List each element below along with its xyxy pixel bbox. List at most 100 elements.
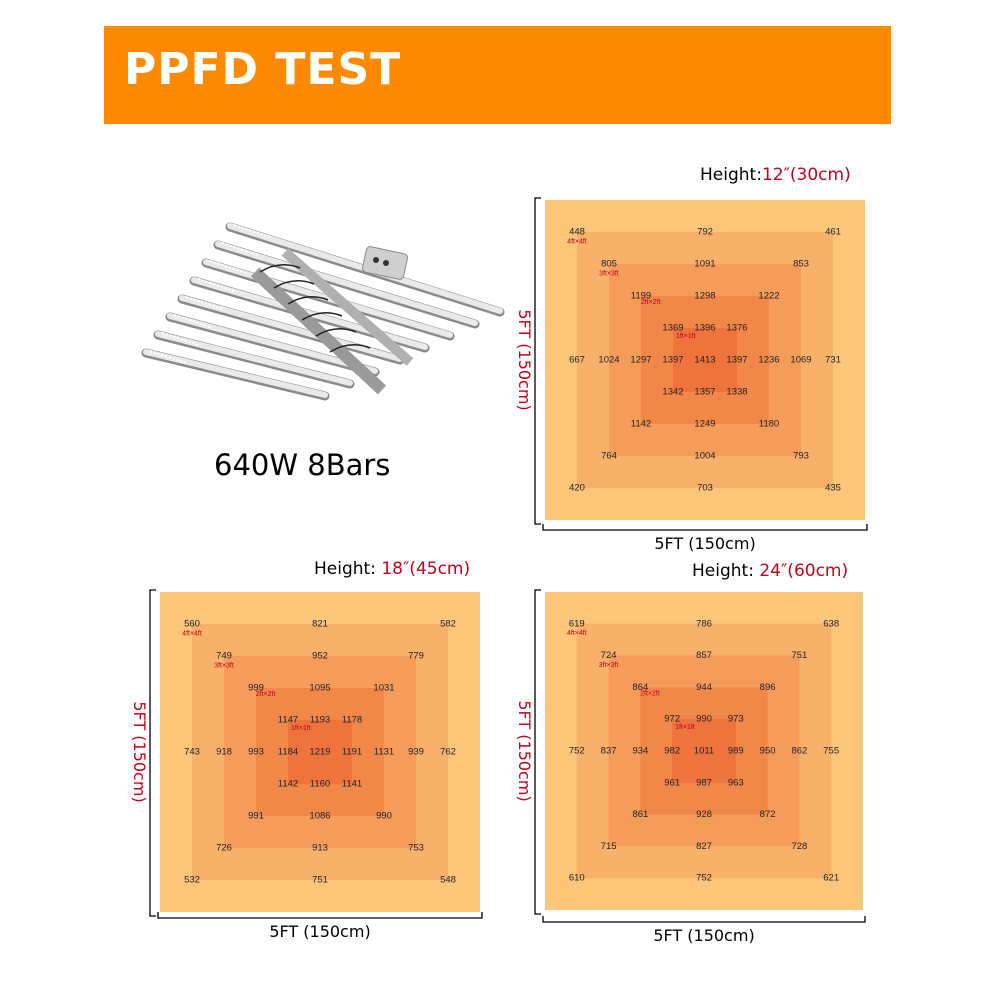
- height-value: 12″(30cm): [761, 165, 851, 185]
- ppfd-value: 805: [601, 259, 617, 270]
- led-grow-light-bars-image: [141, 222, 505, 401]
- ppfd-value: 913: [312, 843, 328, 854]
- zone-1ft: [672, 719, 736, 783]
- ppfd-value: 1236: [758, 355, 779, 366]
- ppfd-value: 461: [825, 227, 841, 238]
- ppfd-value: 973: [728, 714, 744, 725]
- ppfd-value: 703: [697, 483, 713, 494]
- header-banner: PPFD TEST: [104, 26, 891, 124]
- height-prefix: Height:: [314, 559, 382, 579]
- ppfd-value: 1222: [758, 291, 779, 302]
- ppfd-value: 1397: [662, 355, 683, 366]
- page-title: PPFD TEST: [124, 44, 402, 95]
- ppfd-value: 1004: [694, 451, 715, 462]
- ppfd-value: 749: [216, 651, 232, 662]
- ppfd-value: 755: [823, 746, 839, 757]
- product-caption: 640W 8Bars: [214, 448, 391, 482]
- ppfd-value: 448: [569, 227, 585, 238]
- ppfd-value: 1413: [694, 355, 715, 366]
- height-dimension-bracket: [149, 589, 156, 917]
- ppfd-value: 990: [376, 811, 392, 822]
- depth-dimension-label: 5FT (150cm): [515, 700, 534, 801]
- ppfd-value: 619: [569, 618, 585, 629]
- ppfd-value: 752: [569, 746, 585, 757]
- ppfd-value: 1397: [726, 355, 747, 366]
- ppfd-value: 1095: [309, 683, 330, 694]
- height-label-18: Height: 18″(45cm): [314, 559, 470, 579]
- width-dimension-label: 5FT (150cm): [653, 926, 754, 945]
- ppfd-value: 1160: [310, 779, 330, 790]
- ppfd-value: 990: [696, 714, 712, 725]
- ppfd-value: 1298: [694, 291, 715, 302]
- ppfd-value: 751: [312, 875, 328, 886]
- ppfd-value: 420: [569, 483, 585, 494]
- ppfd-value: 950: [760, 746, 776, 757]
- ppfd-value: 1357: [694, 387, 715, 398]
- ppfd-value: 793: [793, 451, 809, 462]
- ppfd-value: 1338: [726, 387, 747, 398]
- ppfd-value: 1342: [662, 387, 683, 398]
- ppfd-value: 918: [216, 747, 232, 758]
- ppfd-value: 993: [248, 747, 264, 758]
- ppfd-value: 987: [696, 777, 712, 788]
- ppfd-value: 963: [728, 777, 744, 788]
- ppfd-value: 972: [664, 714, 680, 725]
- height-value: 24″(60cm): [759, 561, 849, 581]
- ppfd-value: 762: [440, 747, 456, 758]
- ppfd-value: 667: [569, 355, 585, 366]
- ppfd-grid-24in: 4ft×4ft 3ft×3ft 2ft×2ft 1ft×1ft 619 786 638 724…: [515, 589, 866, 945]
- zone-1ft: [288, 720, 352, 784]
- ppfd-value: 1219: [309, 747, 330, 758]
- ppfd-value: 1142: [631, 419, 651, 430]
- width-dimension-label: 5FT (150cm): [654, 534, 755, 553]
- ppfd-value: 861: [632, 809, 648, 820]
- ppfd-value: 1249: [694, 419, 715, 430]
- ppfd-value: 837: [601, 746, 617, 757]
- ppfd-value: 792: [697, 227, 713, 238]
- ppfd-value: 872: [760, 809, 776, 820]
- ppfd-value: 638: [823, 618, 839, 629]
- ppfd-value: 857: [696, 650, 712, 661]
- ppfd-value: 786: [696, 618, 712, 629]
- ppfd-value: 1131: [374, 747, 394, 758]
- zone-label: 3ft×3ft: [599, 662, 619, 669]
- ppfd-value: 1184: [278, 747, 298, 758]
- ppfd-value: 1031: [373, 683, 394, 694]
- height-prefix: Height:: [700, 165, 762, 185]
- ppfd-value: 764: [601, 451, 617, 462]
- ppfd-value: 1178: [342, 715, 362, 726]
- ppfd-value: 989: [728, 746, 744, 757]
- ppfd-value: 1024: [598, 355, 619, 366]
- zone-label: 1ft×1ft: [291, 725, 311, 732]
- ppfd-value: 1396: [694, 323, 715, 334]
- height-dimension-bracket: [534, 589, 541, 915]
- ppfd-value: 1091: [694, 259, 715, 270]
- ppfd-value: 939: [408, 747, 424, 758]
- zone-label: 2ft×2ft: [641, 299, 661, 306]
- zone-label: 1ft×1ft: [676, 333, 696, 340]
- ppfd-value: 1193: [310, 715, 330, 726]
- height-value: 18″(45cm): [381, 559, 471, 579]
- ppfd-value: 1141: [342, 779, 362, 790]
- zone-label: 3ft×3ft: [214, 662, 234, 669]
- ppfd-value: 435: [825, 483, 841, 494]
- ppfd-value: 928: [696, 809, 712, 820]
- ppfd-value: 724: [601, 650, 617, 661]
- ppfd-value: 1369: [662, 323, 683, 334]
- height-prefix: Height:: [692, 561, 760, 581]
- zone-label: 2ft×2ft: [640, 691, 660, 698]
- ppfd-value: 560: [184, 619, 200, 630]
- height-label-24: Height: 24″(60cm): [692, 561, 848, 581]
- ppfd-value: 751: [791, 650, 807, 661]
- zone-label: 1ft×1ft: [675, 724, 695, 731]
- zone-label: 4ft×4ft: [567, 238, 587, 245]
- height-label-12: Height:12″(30cm): [700, 165, 851, 185]
- ppfd-value: 1199: [631, 291, 651, 302]
- ppfd-value: 1191: [342, 747, 362, 758]
- ppfd-value: 743: [184, 747, 200, 758]
- depth-dimension-label: 5FT (150cm): [130, 701, 149, 802]
- ppfd-value: 827: [696, 841, 712, 852]
- ppfd-grid-18in: 4ft×4ft 3ft×3ft 2ft×2ft 1ft×1ft 560 821 582 749…: [130, 589, 483, 941]
- width-dimension-bracket: [542, 916, 866, 923]
- ppfd-value: 610: [569, 873, 585, 884]
